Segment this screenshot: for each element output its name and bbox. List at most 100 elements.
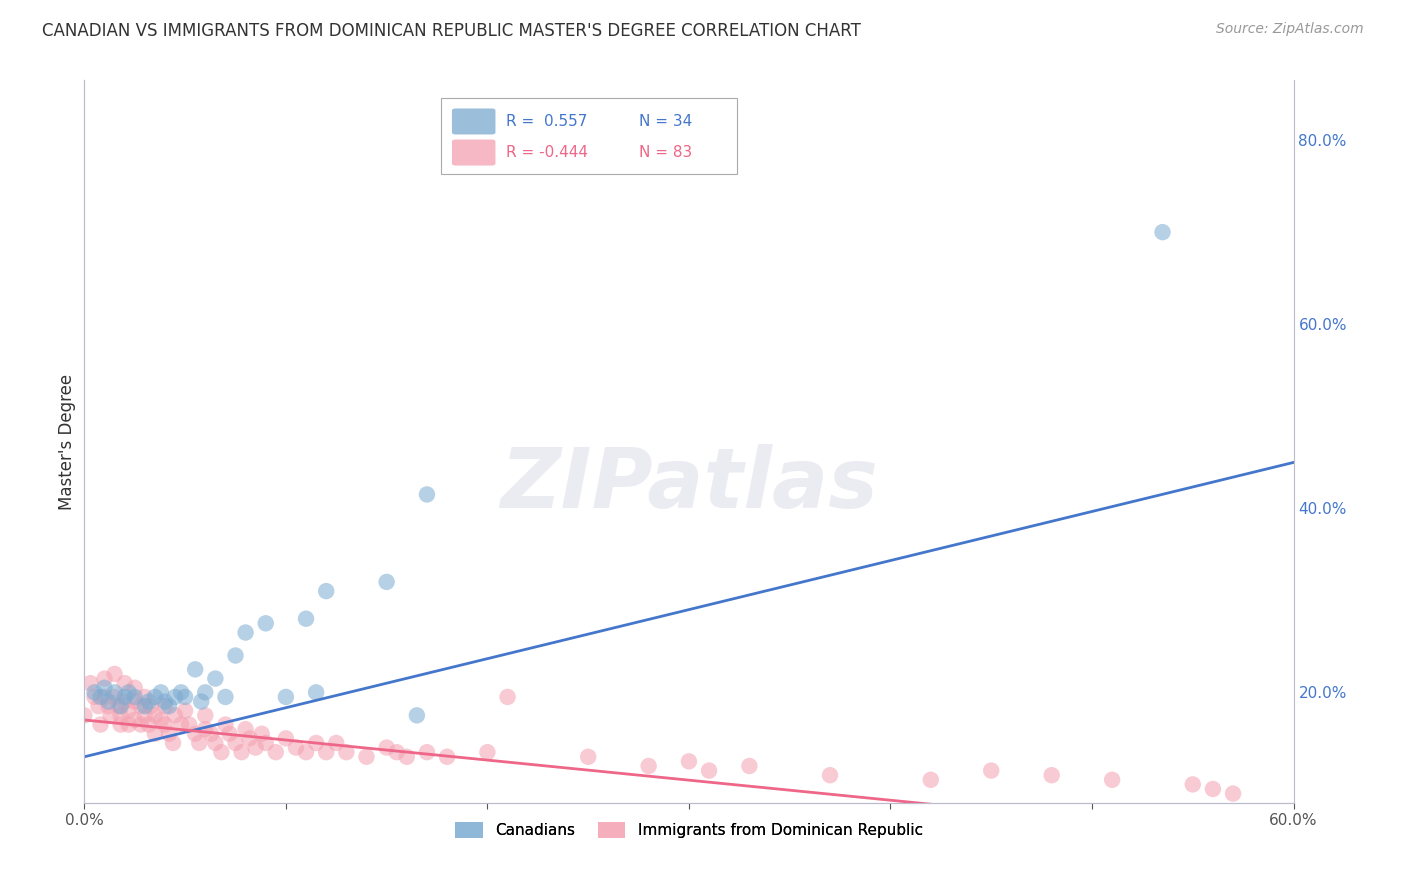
Point <box>165 690 187 704</box>
Point <box>143 690 166 704</box>
Point <box>678 755 700 769</box>
Point <box>79 676 101 690</box>
Point <box>179 717 201 731</box>
Point <box>143 727 166 741</box>
Point <box>920 772 942 787</box>
Point <box>97 699 120 714</box>
Point <box>139 699 162 714</box>
Point <box>697 764 720 778</box>
Point <box>285 740 308 755</box>
Point <box>295 745 318 759</box>
Point <box>83 685 105 699</box>
Point <box>97 694 120 708</box>
Point <box>93 672 115 686</box>
FancyBboxPatch shape <box>451 109 495 135</box>
Point <box>194 708 217 723</box>
Text: ZIPatlas: ZIPatlas <box>501 444 877 525</box>
Point <box>496 690 519 704</box>
Point <box>104 690 127 704</box>
Point <box>149 713 172 727</box>
FancyBboxPatch shape <box>441 98 737 174</box>
Point <box>170 685 193 699</box>
Point <box>231 745 253 759</box>
Point <box>194 685 217 699</box>
Point <box>254 736 277 750</box>
Point <box>134 699 156 714</box>
Point <box>89 690 111 704</box>
Point <box>100 708 122 723</box>
Point <box>110 717 132 731</box>
Point <box>200 727 222 741</box>
Point <box>93 681 115 695</box>
Point <box>1222 787 1244 801</box>
Text: Source: ZipAtlas.com: Source: ZipAtlas.com <box>1216 22 1364 37</box>
Point <box>264 745 287 759</box>
Point <box>1152 225 1174 239</box>
Point <box>395 749 418 764</box>
Point <box>124 713 146 727</box>
Point <box>375 740 398 755</box>
Point <box>204 672 226 686</box>
Point <box>239 731 262 746</box>
Point <box>118 717 141 731</box>
Point <box>73 708 96 723</box>
Point <box>818 768 841 782</box>
Point <box>477 745 499 759</box>
Point <box>170 717 193 731</box>
Point <box>235 625 257 640</box>
Point <box>225 736 247 750</box>
Point <box>114 694 136 708</box>
Point <box>637 759 659 773</box>
Point <box>1101 772 1123 787</box>
Point <box>114 690 136 704</box>
Point <box>325 736 347 750</box>
Point <box>1202 782 1225 797</box>
Point <box>184 727 207 741</box>
Point <box>149 685 172 699</box>
Point <box>153 717 176 731</box>
Y-axis label: Master's Degree: Master's Degree <box>58 374 76 509</box>
Point <box>124 690 146 704</box>
Point <box>225 648 247 663</box>
Point <box>416 487 439 501</box>
Point <box>576 749 599 764</box>
Point <box>416 745 439 759</box>
Point <box>218 727 240 741</box>
Point <box>157 727 180 741</box>
Point <box>118 685 141 699</box>
Point <box>153 694 176 708</box>
Point <box>124 681 146 695</box>
Point <box>436 749 458 764</box>
Point <box>104 667 127 681</box>
Point <box>375 574 398 589</box>
Point <box>174 690 197 704</box>
Point <box>1040 768 1063 782</box>
Point <box>214 717 236 731</box>
Point <box>235 722 257 736</box>
Point <box>385 745 408 759</box>
Point <box>138 717 160 731</box>
Point <box>250 727 273 741</box>
Point <box>114 676 136 690</box>
Legend: Canadians, Immigrants from Dominican Republic: Canadians, Immigrants from Dominican Rep… <box>449 816 929 845</box>
FancyBboxPatch shape <box>451 139 495 166</box>
Point <box>157 699 180 714</box>
Point <box>188 736 211 750</box>
Point <box>305 736 328 750</box>
Point <box>110 699 132 714</box>
Text: N = 83: N = 83 <box>640 145 693 160</box>
Point <box>143 708 166 723</box>
Text: R =  0.557: R = 0.557 <box>506 114 588 129</box>
Point <box>305 685 328 699</box>
Text: R = -0.444: R = -0.444 <box>506 145 588 160</box>
Point <box>107 699 129 714</box>
Point <box>134 690 156 704</box>
Point <box>295 612 318 626</box>
Point <box>134 708 156 723</box>
Point <box>335 745 357 759</box>
Point <box>356 749 378 764</box>
Point <box>165 708 187 723</box>
Point <box>274 731 297 746</box>
Point <box>209 745 232 759</box>
Point <box>254 616 277 631</box>
